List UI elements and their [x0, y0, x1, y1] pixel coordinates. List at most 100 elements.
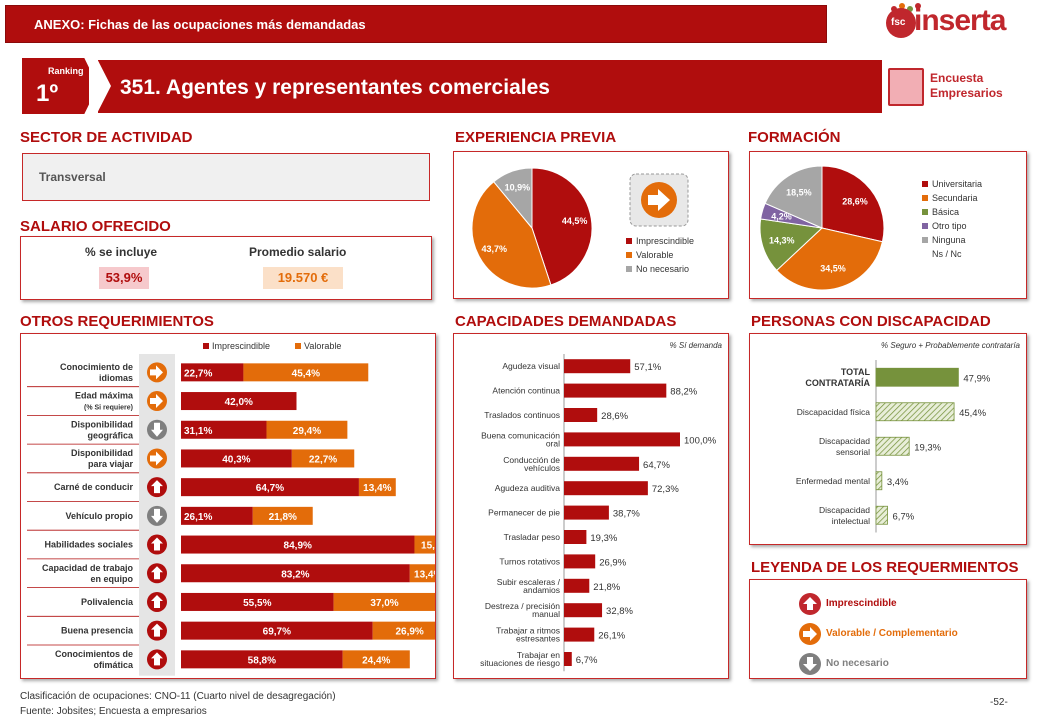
otros-label-imp-2: 31,1%	[184, 426, 212, 437]
discapacidad-note: % Seguro + Probablemente contrataría	[881, 341, 1021, 350]
section-sector: SECTOR DE ACTIVIDAD	[20, 129, 193, 146]
salary-pct-value: 53,9%	[99, 267, 149, 289]
salary-avg-label: Promedio salario	[249, 245, 347, 259]
exp-legend-0: Imprescindible	[636, 236, 694, 246]
discapacidad-bar-1	[875, 402, 955, 422]
discapacidad-category-0-1: CONTRATARÍA	[805, 378, 870, 388]
exp-legend-1: Valorable	[636, 250, 673, 260]
discapacidad-category-2-1: sensorial	[836, 447, 870, 457]
otros-bar-imp-0	[181, 363, 244, 382]
otros-bar-imp-10	[181, 650, 343, 669]
discapacidad-category-1-0: Discapacidad física	[797, 407, 871, 417]
exp-arrow-glyph	[648, 189, 670, 211]
discapacidad-value-3: 3,4%	[887, 477, 909, 488]
otros-label-imp-7: 83,2%	[281, 569, 309, 580]
capacidades-value-11: 26,1%	[598, 631, 625, 642]
capacidades-category-2-0: Traslados continuos	[484, 410, 560, 420]
section-capacidades: CAPACIDADES DEMANDADAS	[455, 313, 677, 330]
otros-label-imp-4: 64,7%	[256, 483, 284, 494]
otros-label-val-4: 13,4%	[363, 483, 391, 494]
page-number: -52-	[990, 697, 1008, 708]
form-legend-swatch-4	[922, 237, 928, 243]
otros-icon-glyph-7	[151, 566, 163, 580]
discapacidad-bar-3	[875, 471, 883, 491]
capacidades-bar-10	[564, 603, 603, 618]
capacidades-category-3-0: Buena comunicación	[481, 430, 560, 440]
otros-label-val-0: 45,4%	[292, 368, 320, 379]
otros-bar-imp-2	[181, 420, 267, 439]
capacidades-value-1: 88,2%	[670, 387, 697, 398]
capacidades-category-8-0: Turnos rotativos	[499, 556, 560, 566]
discapacidad-category-2-0: Discapacidad	[819, 436, 870, 446]
otros-category-10-0: Conocimientos de	[55, 649, 133, 659]
otros-label-val-6: 15,1%	[421, 541, 435, 552]
capacidades-bar-0	[564, 359, 631, 374]
section-leyenda: LEYENDA DE LOS REQUERMIENTOS	[751, 559, 1019, 576]
capacidades-category-12-1: situaciones de riesgo	[480, 658, 560, 668]
capacidades-bar-5	[564, 481, 648, 496]
otros-icon-glyph-8	[151, 594, 163, 608]
capacidades-value-0: 57,1%	[634, 362, 661, 373]
discapacidad-bar-0	[875, 367, 959, 387]
capacidades-chart: % Sí demanda Agudeza visual 57,1% Atención …	[480, 341, 723, 672]
otros-label-imp-8: 55,5%	[243, 598, 271, 609]
capacidades-bar-8	[564, 554, 596, 569]
discapacidad-chart: % Seguro + Probablemente contrataría TOTA…	[796, 341, 1021, 533]
otros-bar-imp-9	[181, 621, 373, 640]
salary-panel: % se incluye 53,9% Promedio salario 19.5…	[20, 236, 432, 300]
capacidades-category-6-0: Permanecer de pie	[488, 508, 560, 518]
capacidades-category-3-1: oral	[546, 438, 560, 448]
otros-bar-imp-4	[181, 478, 359, 497]
capacidades-value-6: 38,7%	[613, 509, 640, 520]
capacidades-value-2: 28,6%	[601, 411, 628, 422]
discapacidad-value-0: 47,9%	[963, 373, 990, 384]
survey-document-icon	[888, 68, 924, 106]
exp-slice-0	[531, 167, 593, 286]
otros-label-imp-6: 84,9%	[284, 541, 312, 552]
footer-source: Fuente: Jobsites; Encuesta a empresarios	[20, 706, 207, 717]
otros-legend-swatch-0	[203, 343, 209, 349]
form-label-0: 28,6%	[842, 197, 868, 207]
footer-classification: Clasificación de ocupaciones: CNO-11 (Cu…	[20, 691, 336, 702]
logo-fsc-badge: fsc	[886, 8, 916, 38]
capacidades-bar-1	[564, 383, 667, 398]
survey-label: Encuesta Empresarios	[930, 71, 1003, 101]
section-formacion: FORMACIÓN	[748, 129, 841, 146]
otros-icon-glyph-2	[151, 422, 163, 437]
exp-label-0: 44,5%	[562, 216, 588, 226]
discapacidad-category-0-0: TOTAL	[841, 367, 871, 377]
form-slice-0	[821, 165, 885, 243]
capacidades-category-5-0: Agudeza auditiva	[495, 483, 560, 493]
capacidades-value-12: 6,7%	[576, 655, 598, 666]
capacidades-bar-3	[564, 432, 680, 447]
leyenda-panel: Imprescindible Valorable / Complementari…	[749, 579, 1027, 679]
experiencia-chart: 44,5% 43,7% 10,9% Imprescindible Valorable No…	[471, 167, 694, 289]
capacidades-category-11-0: Trabajar a ritmos	[496, 626, 560, 636]
form-legend-swatch-3	[922, 223, 928, 229]
annex-title: ANEXO: Fichas de las ocupaciones más dem…	[34, 17, 366, 32]
otros-bar-val-0	[243, 363, 369, 382]
discapacidad-category-4-1: intelectual	[832, 516, 870, 526]
imprescindible-icon	[799, 593, 821, 615]
otros-label-val-3: 22,7%	[309, 454, 337, 465]
survey-label-line2: Empresarios	[930, 86, 1003, 100]
section-discapacidad: PERSONAS CON DISCAPACIDAD	[751, 313, 991, 330]
otros-bar-val-9	[372, 621, 447, 640]
otros-bar-val-3	[291, 449, 355, 468]
capacidades-category-11-1: estresantes	[516, 634, 560, 644]
legend-valorable: Valorable / Complementario	[826, 628, 958, 639]
form-legend-swatch-1	[922, 195, 928, 201]
capacidades-category-10-0: Destreza / precisión	[485, 601, 560, 611]
capacidades-value-7: 19,3%	[590, 533, 617, 544]
otros-bar-val-10	[342, 650, 410, 669]
otros-category-2-1: geográfica	[87, 430, 134, 440]
form-label-2: 14,3%	[769, 236, 795, 246]
section-salario: SALARIO OFRECIDO	[20, 218, 171, 235]
capacidades-category-9-0: Subir escaleras /	[497, 577, 561, 587]
sector-value: Transversal	[39, 170, 106, 184]
section-experiencia: EXPERIENCIA PREVIA	[455, 129, 617, 146]
otros-label-imp-0: 22,7%	[184, 368, 212, 379]
otros-label-imp-5: 26,1%	[184, 512, 212, 523]
capacidades-bar-6	[564, 505, 609, 520]
otros-category-6-0: Habilidades sociales	[44, 540, 133, 550]
